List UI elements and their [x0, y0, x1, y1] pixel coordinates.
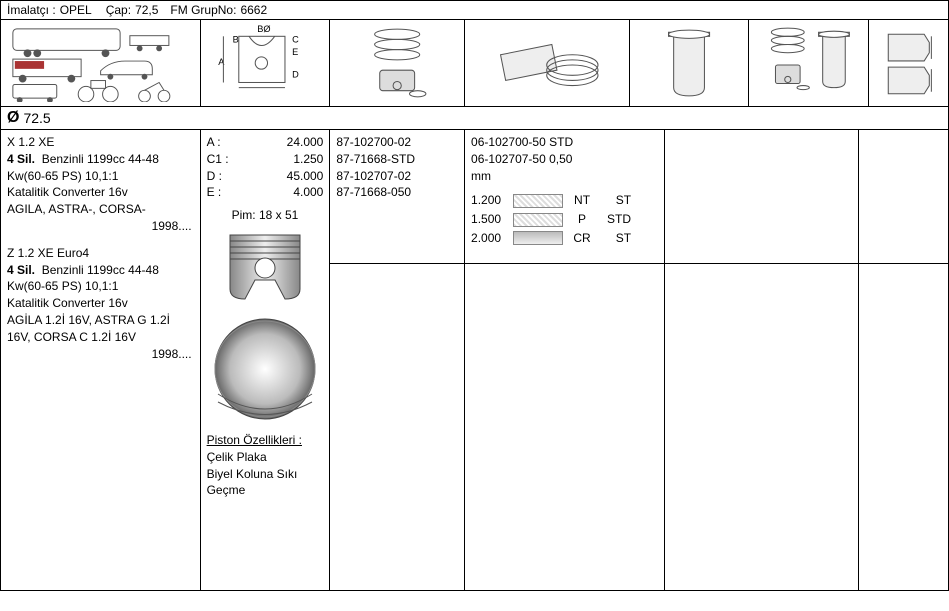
catalytic-spec: Katalitik Converter 16v [7, 184, 194, 201]
ring-spec-row: 1.500 P STD [471, 211, 658, 228]
dimension-row: A :24.000 [207, 134, 324, 151]
piston-properties: Piston Özellikleri : Çelik Plaka Biyel K… [207, 432, 324, 499]
dimensions-column: A :24.000 C1 :1.250 D :45.000 E :4.000 P… [201, 130, 331, 590]
fuel-spec: Benzinli 1199cc 44-48 [42, 263, 159, 277]
svg-text:BØ: BØ [258, 24, 271, 34]
part-number: 87-102707-02 [336, 168, 458, 185]
engine-code: Z 1.2 XE Euro4 [7, 245, 194, 262]
diameter-label: Çap: [106, 3, 131, 17]
piston-dimensions-icon: A B BØ C E D [201, 20, 331, 106]
ring-set-icon [465, 20, 630, 106]
diameter-symbol: Ø [7, 109, 19, 127]
pin-spec: Pim: 18 x 51 [207, 207, 324, 224]
part-number: 87-71668-STD [336, 151, 458, 168]
power-spec: Kw(60-65 PS) 10,1:1 [7, 168, 194, 185]
engine-code: X 1.2 XE [7, 134, 194, 151]
liner-icon [630, 20, 750, 106]
header-bar: İmalatçı : OPEL Çap: 72,5 FM GrupNo: 666… [1, 1, 948, 20]
diameter-row: Ø 72.5 [1, 107, 948, 130]
dimension-row: E :4.000 [207, 184, 324, 201]
ring-profile-icon [513, 213, 563, 227]
group-label: FM GrupNo: [170, 3, 236, 17]
vehicles-icon [1, 20, 201, 106]
piston-prop: Çelik Plaka [207, 449, 324, 466]
engine-block-1: X 1.2 XE 4 Sil. Benzinli 1199cc 44-48 Kw… [7, 134, 194, 235]
svg-text:C: C [293, 34, 300, 44]
extra-column [859, 130, 948, 590]
cylinder-count: 4 Sil. [7, 263, 35, 277]
models-list: AGİLA 1.2İ 16V, ASTRA G 1.2İ 16V, CORSA … [7, 312, 194, 346]
models-list: AGILA, ASTRA-, CORSA- [7, 201, 194, 218]
svg-text:B: B [233, 34, 239, 44]
ring-header: 06-102707-50 0,50 [471, 151, 658, 168]
kit-icon [749, 20, 869, 106]
diameter-row-value: 72.5 [23, 110, 50, 126]
power-spec: Kw(60-65 PS) 10,1:1 [7, 278, 194, 295]
group-value: 6662 [240, 3, 267, 17]
svg-text:E: E [293, 47, 299, 57]
svg-text:D: D [293, 69, 300, 79]
category-icon-row: A B BØ C E D [1, 20, 948, 107]
ring-header: 06-102700-50 STD [471, 134, 658, 151]
svg-text:A: A [219, 57, 226, 67]
manufacturer-label: İmalatçı : [7, 3, 56, 17]
ring-spec-row: 2.000 CR ST [471, 230, 658, 247]
manufacturer-value: OPEL [60, 3, 92, 17]
piston-props-title: Piston Özellikleri : [207, 432, 324, 449]
part-number: 87-71668-050 [336, 184, 458, 201]
part-numbers-column: 87-102700-02 87-71668-STD 87-102707-02 8… [330, 130, 465, 590]
piston-images [207, 230, 324, 424]
diameter-value: 72,5 [135, 3, 158, 17]
dimension-row: C1 :1.250 [207, 151, 324, 168]
fuel-spec: Benzinli 1199cc 44-48 [42, 152, 159, 166]
cylinder-count: 4 Sil. [7, 152, 35, 166]
piston-side-image [215, 230, 315, 310]
ring-header: mm [471, 168, 658, 185]
ring-profile-icon [513, 194, 563, 208]
data-row: X 1.2 XE 4 Sil. Benzinli 1199cc 44-48 Kw… [1, 130, 948, 590]
bearing-icon [869, 20, 948, 106]
liner-column [665, 130, 860, 590]
catalog-page: İmalatçı : OPEL Çap: 72,5 FM GrupNo: 666… [0, 0, 949, 591]
piston-rings-icon [330, 20, 465, 106]
part-number: 87-102700-02 [336, 134, 458, 151]
ring-specs-column: 06-102700-50 STD 06-102707-50 0,50 mm 1.… [465, 130, 665, 590]
catalytic-spec: Katalitik Converter 16v [7, 295, 194, 312]
ring-profile-icon [513, 231, 563, 245]
year-range: 1998.... [7, 346, 194, 363]
engine-block-2: Z 1.2 XE Euro4 4 Sil. Benzinli 1199cc 44… [7, 245, 194, 363]
ring-spec-row: 1.200 NT ST [471, 192, 658, 209]
engine-column: X 1.2 XE 4 Sil. Benzinli 1199cc 44-48 Kw… [1, 130, 201, 590]
piston-top-image [210, 314, 320, 424]
dimension-row: D :45.000 [207, 168, 324, 185]
year-range: 1998.... [7, 218, 194, 235]
piston-prop: Biyel Koluna Sıkı Geçme [207, 466, 324, 500]
